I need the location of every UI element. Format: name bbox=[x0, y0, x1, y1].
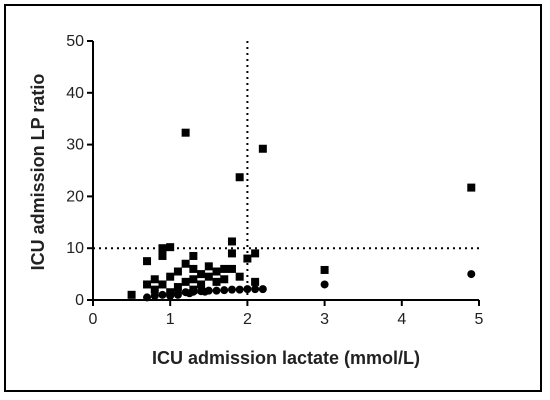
circle-point bbox=[166, 289, 175, 298]
y-tick-label: 0 bbox=[75, 292, 84, 309]
square-point bbox=[220, 264, 229, 273]
square-point bbox=[173, 267, 182, 276]
circle-point bbox=[200, 287, 209, 296]
circle-point bbox=[235, 285, 244, 294]
square-point bbox=[158, 251, 167, 260]
square-point bbox=[251, 249, 260, 258]
y-tick-label: 30 bbox=[66, 137, 84, 154]
circle-point bbox=[150, 291, 159, 300]
square-point bbox=[197, 270, 206, 279]
square-point bbox=[227, 264, 236, 273]
circle-point bbox=[220, 286, 229, 295]
square-point bbox=[320, 265, 329, 274]
y-axis-title: ICU admission LP ratio bbox=[28, 74, 48, 271]
x-tick-label: 2 bbox=[243, 311, 252, 328]
square-point bbox=[158, 244, 167, 253]
square-point bbox=[227, 237, 236, 246]
plot-area: 0 10 20 30 40 50 0 1 2 3 4 5 bbox=[66, 33, 483, 328]
circle-point bbox=[251, 285, 260, 294]
y-tick-label: 20 bbox=[66, 188, 84, 205]
y-tick-label: 50 bbox=[66, 33, 84, 50]
circle-point bbox=[320, 280, 329, 289]
square-point bbox=[166, 272, 175, 281]
square-point bbox=[181, 128, 190, 137]
square-point bbox=[181, 277, 190, 286]
circle-point bbox=[158, 290, 167, 299]
square-point bbox=[181, 259, 190, 268]
square-point bbox=[212, 277, 221, 286]
square-point bbox=[212, 267, 221, 276]
y-tick-label: 10 bbox=[66, 240, 84, 257]
x-axis-title: ICU admission lactate (mmol/L) bbox=[152, 348, 420, 368]
square-point bbox=[204, 262, 213, 271]
x-tick-label: 3 bbox=[320, 311, 329, 328]
x-tick-label: 1 bbox=[166, 311, 175, 328]
x-tick-label: 4 bbox=[397, 311, 406, 328]
square-point bbox=[150, 275, 159, 284]
circle-point bbox=[173, 288, 182, 297]
square-point bbox=[235, 272, 244, 281]
circle-point bbox=[227, 285, 236, 294]
square-point bbox=[189, 251, 198, 260]
square-point bbox=[127, 290, 136, 299]
x-tick-label: 5 bbox=[475, 311, 484, 328]
square-point bbox=[143, 280, 152, 289]
square-point bbox=[173, 283, 182, 292]
square-point bbox=[227, 249, 236, 258]
square-point bbox=[158, 280, 167, 289]
circle-point bbox=[467, 270, 476, 279]
square-point bbox=[166, 243, 175, 252]
square-point bbox=[189, 275, 198, 284]
square-point bbox=[258, 144, 267, 153]
circle-point bbox=[258, 285, 267, 294]
square-point bbox=[143, 257, 152, 266]
square-point bbox=[467, 183, 476, 192]
square-point bbox=[150, 285, 159, 294]
square-point bbox=[235, 173, 244, 182]
circle-point bbox=[212, 286, 221, 295]
square-point bbox=[204, 272, 213, 281]
square-point bbox=[189, 264, 198, 273]
square-point bbox=[220, 275, 229, 284]
square-point bbox=[197, 280, 206, 289]
square-point bbox=[251, 277, 260, 286]
y-tick-label: 40 bbox=[66, 85, 84, 102]
x-tick-label: 0 bbox=[89, 311, 98, 328]
square-point bbox=[243, 254, 252, 263]
circle-point bbox=[185, 289, 194, 298]
circle-point bbox=[243, 285, 252, 294]
circle-point bbox=[143, 293, 152, 302]
